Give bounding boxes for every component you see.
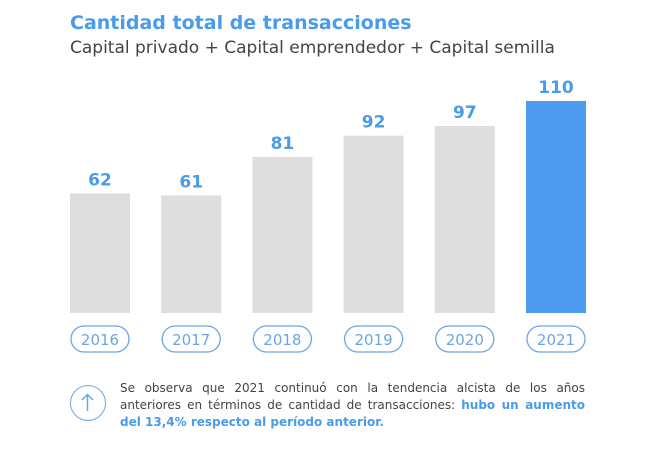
tick-label-2019: 2019 bbox=[355, 331, 393, 349]
tick-label-2021: 2021 bbox=[537, 331, 575, 349]
year-pill-2018 bbox=[252, 325, 313, 353]
bar-2021 bbox=[526, 101, 586, 313]
bar-2018 bbox=[252, 156, 313, 313]
tick-label-2018: 2018 bbox=[263, 331, 301, 349]
bar-2020 bbox=[434, 126, 495, 314]
bar-2019 bbox=[343, 135, 404, 313]
value-label-2016: 62 bbox=[88, 171, 112, 191]
value-label-2021: 110 bbox=[538, 78, 574, 98]
bar-2017 bbox=[161, 195, 222, 313]
chart-title: Cantidad total de transacciones bbox=[70, 12, 412, 34]
note-highlight: hubo un aumento del 13,4% respecto al pe… bbox=[120, 398, 585, 429]
year-pill-2020 bbox=[435, 325, 495, 353]
year-pill-2017 bbox=[161, 325, 221, 353]
value-label-2019: 92 bbox=[362, 113, 386, 133]
year-pill-2016 bbox=[70, 325, 130, 353]
note-text: Se observa que 2021 continuó con la tend… bbox=[120, 380, 585, 431]
tick-label-2020: 2020 bbox=[446, 331, 484, 349]
tick-label-2017: 2017 bbox=[172, 331, 210, 349]
note-body: Se observa que 2021 continuó con la tend… bbox=[120, 381, 585, 412]
bar-2016 bbox=[70, 193, 130, 313]
year-pill-2019 bbox=[343, 325, 404, 353]
chart-subtitle: Capital privado + Capital emprendedor + … bbox=[70, 38, 555, 58]
arrow-up-icon bbox=[70, 385, 106, 421]
value-label-2018: 81 bbox=[271, 134, 295, 154]
tick-label-2016: 2016 bbox=[81, 331, 119, 349]
value-label-2017: 61 bbox=[179, 172, 203, 192]
year-pill-2021 bbox=[526, 325, 586, 353]
value-label-2020: 97 bbox=[453, 103, 477, 123]
bar-chart: 62 2016 61 2017 81 2018 92 2019 97 2020 110 2021 bbox=[70, 78, 586, 353]
